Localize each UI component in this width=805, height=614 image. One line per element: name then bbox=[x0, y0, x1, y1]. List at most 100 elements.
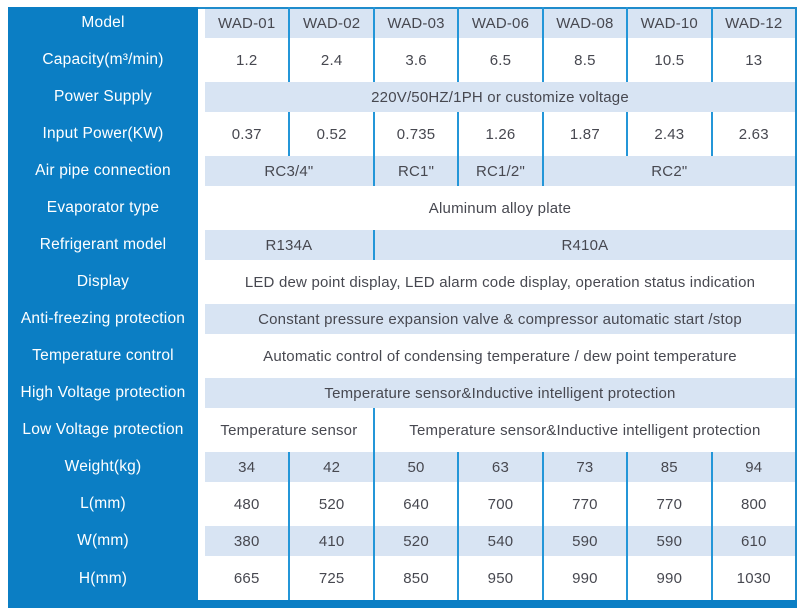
spec-cell-span: 220V/50HZ/1PH or customize voltage bbox=[205, 82, 797, 112]
table-row: High Voltage protection Temperature sens… bbox=[8, 377, 797, 408]
table-row: Anti-freezing protection Constant pressu… bbox=[8, 303, 797, 334]
spec-cell: 990 bbox=[627, 556, 713, 600]
row-label-length: L(mm) bbox=[8, 481, 198, 526]
spec-cell-span: Constant pressure expansion valve & comp… bbox=[205, 304, 797, 334]
label-gap bbox=[198, 378, 205, 408]
spec-cell: 50 bbox=[373, 452, 460, 482]
bottom-accent-bar bbox=[8, 600, 797, 608]
spec-table-container: Model WAD-01 WAD-02 WAD-03 WAD-06 WAD-08… bbox=[8, 7, 798, 608]
row-label-display: Display bbox=[8, 259, 198, 304]
spec-cell: 2.4 bbox=[289, 38, 375, 82]
table-row: L(mm) 480 520 640 700 770 770 800 bbox=[8, 481, 798, 526]
spec-cell: 6.5 bbox=[458, 38, 544, 82]
spec-cell: 34 bbox=[205, 452, 291, 482]
model-header-cell: WAD-06 bbox=[458, 8, 544, 38]
spec-cell: 590 bbox=[542, 526, 629, 556]
spec-cell: 2.43 bbox=[627, 112, 713, 156]
spec-cell-span: LED dew point display, LED alarm code di… bbox=[205, 260, 797, 304]
label-gap bbox=[198, 556, 205, 600]
label-gap bbox=[198, 38, 205, 82]
spec-cell: RC1/2" bbox=[458, 156, 544, 186]
table-row: H(mm) 665 725 850 950 990 990 1030 bbox=[8, 555, 798, 600]
spec-cell: 10.5 bbox=[627, 38, 713, 82]
spec-cell-span: Temperature sensor&Inductive intelligent… bbox=[373, 408, 798, 452]
row-label-high-voltage: High Voltage protection bbox=[8, 377, 198, 408]
spec-cell: 725 bbox=[289, 556, 375, 600]
spec-cell-span: Aluminum alloy plate bbox=[205, 186, 797, 230]
label-gap bbox=[198, 526, 205, 556]
spec-cell-span: RC3/4" bbox=[205, 156, 375, 186]
spec-cell: 520 bbox=[289, 482, 375, 526]
label-gap bbox=[198, 452, 205, 482]
spec-cell-span: Automatic control of condensing temperat… bbox=[205, 334, 797, 378]
spec-cell-span: R410A bbox=[373, 230, 798, 260]
table-row: Refrigerant model R134A R410A bbox=[8, 229, 798, 260]
spec-cell: 950 bbox=[458, 556, 544, 600]
spec-cell: 94 bbox=[711, 452, 798, 482]
label-gap bbox=[198, 482, 205, 526]
table-row: Weight(kg) 34 42 50 63 73 85 94 bbox=[8, 451, 798, 482]
row-label-weight: Weight(kg) bbox=[8, 451, 198, 482]
label-gap bbox=[198, 8, 205, 38]
spec-cell: 380 bbox=[205, 526, 291, 556]
label-gap bbox=[198, 186, 205, 230]
row-label-anti-freezing: Anti-freezing protection bbox=[8, 303, 198, 334]
table-row: Model WAD-01 WAD-02 WAD-03 WAD-06 WAD-08… bbox=[8, 7, 798, 38]
row-label-temperature-control: Temperature control bbox=[8, 333, 198, 378]
spec-cell: 8.5 bbox=[542, 38, 629, 82]
spec-cell: 520 bbox=[373, 526, 460, 556]
model-header-cell: WAD-08 bbox=[542, 8, 629, 38]
row-label-height: H(mm) bbox=[8, 555, 198, 600]
row-label-air-pipe: Air pipe connection bbox=[8, 155, 198, 186]
spec-cell-span: Temperature sensor bbox=[205, 408, 375, 452]
row-label-power-supply: Power Supply bbox=[8, 81, 198, 112]
spec-cell: 850 bbox=[373, 556, 460, 600]
row-label-model: Model bbox=[8, 7, 198, 38]
spec-table: Model WAD-01 WAD-02 WAD-03 WAD-06 WAD-08… bbox=[8, 7, 798, 600]
row-label-capacity: Capacity(m³/min) bbox=[8, 37, 198, 82]
spec-cell-span: Temperature sensor&Inductive intelligent… bbox=[205, 378, 797, 408]
spec-cell: 410 bbox=[289, 526, 375, 556]
spec-cell: 0.52 bbox=[289, 112, 375, 156]
spec-cell: 0.735 bbox=[373, 112, 460, 156]
table-row: Temperature control Automatic control of… bbox=[8, 333, 797, 378]
model-header-cell: WAD-12 bbox=[711, 8, 798, 38]
spec-cell: 2.63 bbox=[711, 112, 798, 156]
row-label-input-power: Input Power(KW) bbox=[8, 111, 198, 156]
table-row: Evaporator type Aluminum alloy plate bbox=[8, 185, 797, 230]
spec-cell-span: RC2" bbox=[542, 156, 798, 186]
table-row: Air pipe connection RC3/4" RC1" RC1/2" R… bbox=[8, 155, 798, 186]
label-gap bbox=[198, 260, 205, 304]
spec-cell: 1.26 bbox=[458, 112, 544, 156]
label-gap bbox=[198, 230, 205, 260]
spec-cell: 800 bbox=[711, 482, 798, 526]
spec-cell: 640 bbox=[373, 482, 460, 526]
spec-cell: 3.6 bbox=[373, 38, 460, 82]
spec-cell: 85 bbox=[627, 452, 713, 482]
spec-cell: 770 bbox=[627, 482, 713, 526]
table-row: Power Supply 220V/50HZ/1PH or customize … bbox=[8, 81, 797, 112]
spec-cell: 0.37 bbox=[205, 112, 291, 156]
spec-cell: 73 bbox=[542, 452, 629, 482]
spec-cell: 1030 bbox=[711, 556, 798, 600]
row-label-evaporator: Evaporator type bbox=[8, 185, 198, 230]
spec-cell: 13 bbox=[711, 38, 798, 82]
model-header-cell: WAD-02 bbox=[289, 8, 375, 38]
table-row: Display LED dew point display, LED alarm… bbox=[8, 259, 797, 304]
label-gap bbox=[198, 304, 205, 334]
table-row: Capacity(m³/min) 1.2 2.4 3.6 6.5 8.5 10.… bbox=[8, 37, 798, 82]
spec-cell: 990 bbox=[542, 556, 629, 600]
spec-cell: 665 bbox=[205, 556, 291, 600]
spec-cell: 770 bbox=[542, 482, 629, 526]
table-row: Input Power(KW) 0.37 0.52 0.735 1.26 1.8… bbox=[8, 111, 798, 156]
row-label-width: W(mm) bbox=[8, 525, 198, 556]
model-header-cell: WAD-01 bbox=[205, 8, 291, 38]
label-gap bbox=[198, 82, 205, 112]
table-row: W(mm) 380 410 520 540 590 590 610 bbox=[8, 525, 798, 556]
label-gap bbox=[198, 334, 205, 378]
spec-cell-span: R134A bbox=[205, 230, 375, 260]
table-row: Low Voltage protection Temperature senso… bbox=[8, 407, 798, 452]
label-gap bbox=[198, 156, 205, 186]
spec-cell: 610 bbox=[711, 526, 798, 556]
spec-cell: 540 bbox=[458, 526, 544, 556]
